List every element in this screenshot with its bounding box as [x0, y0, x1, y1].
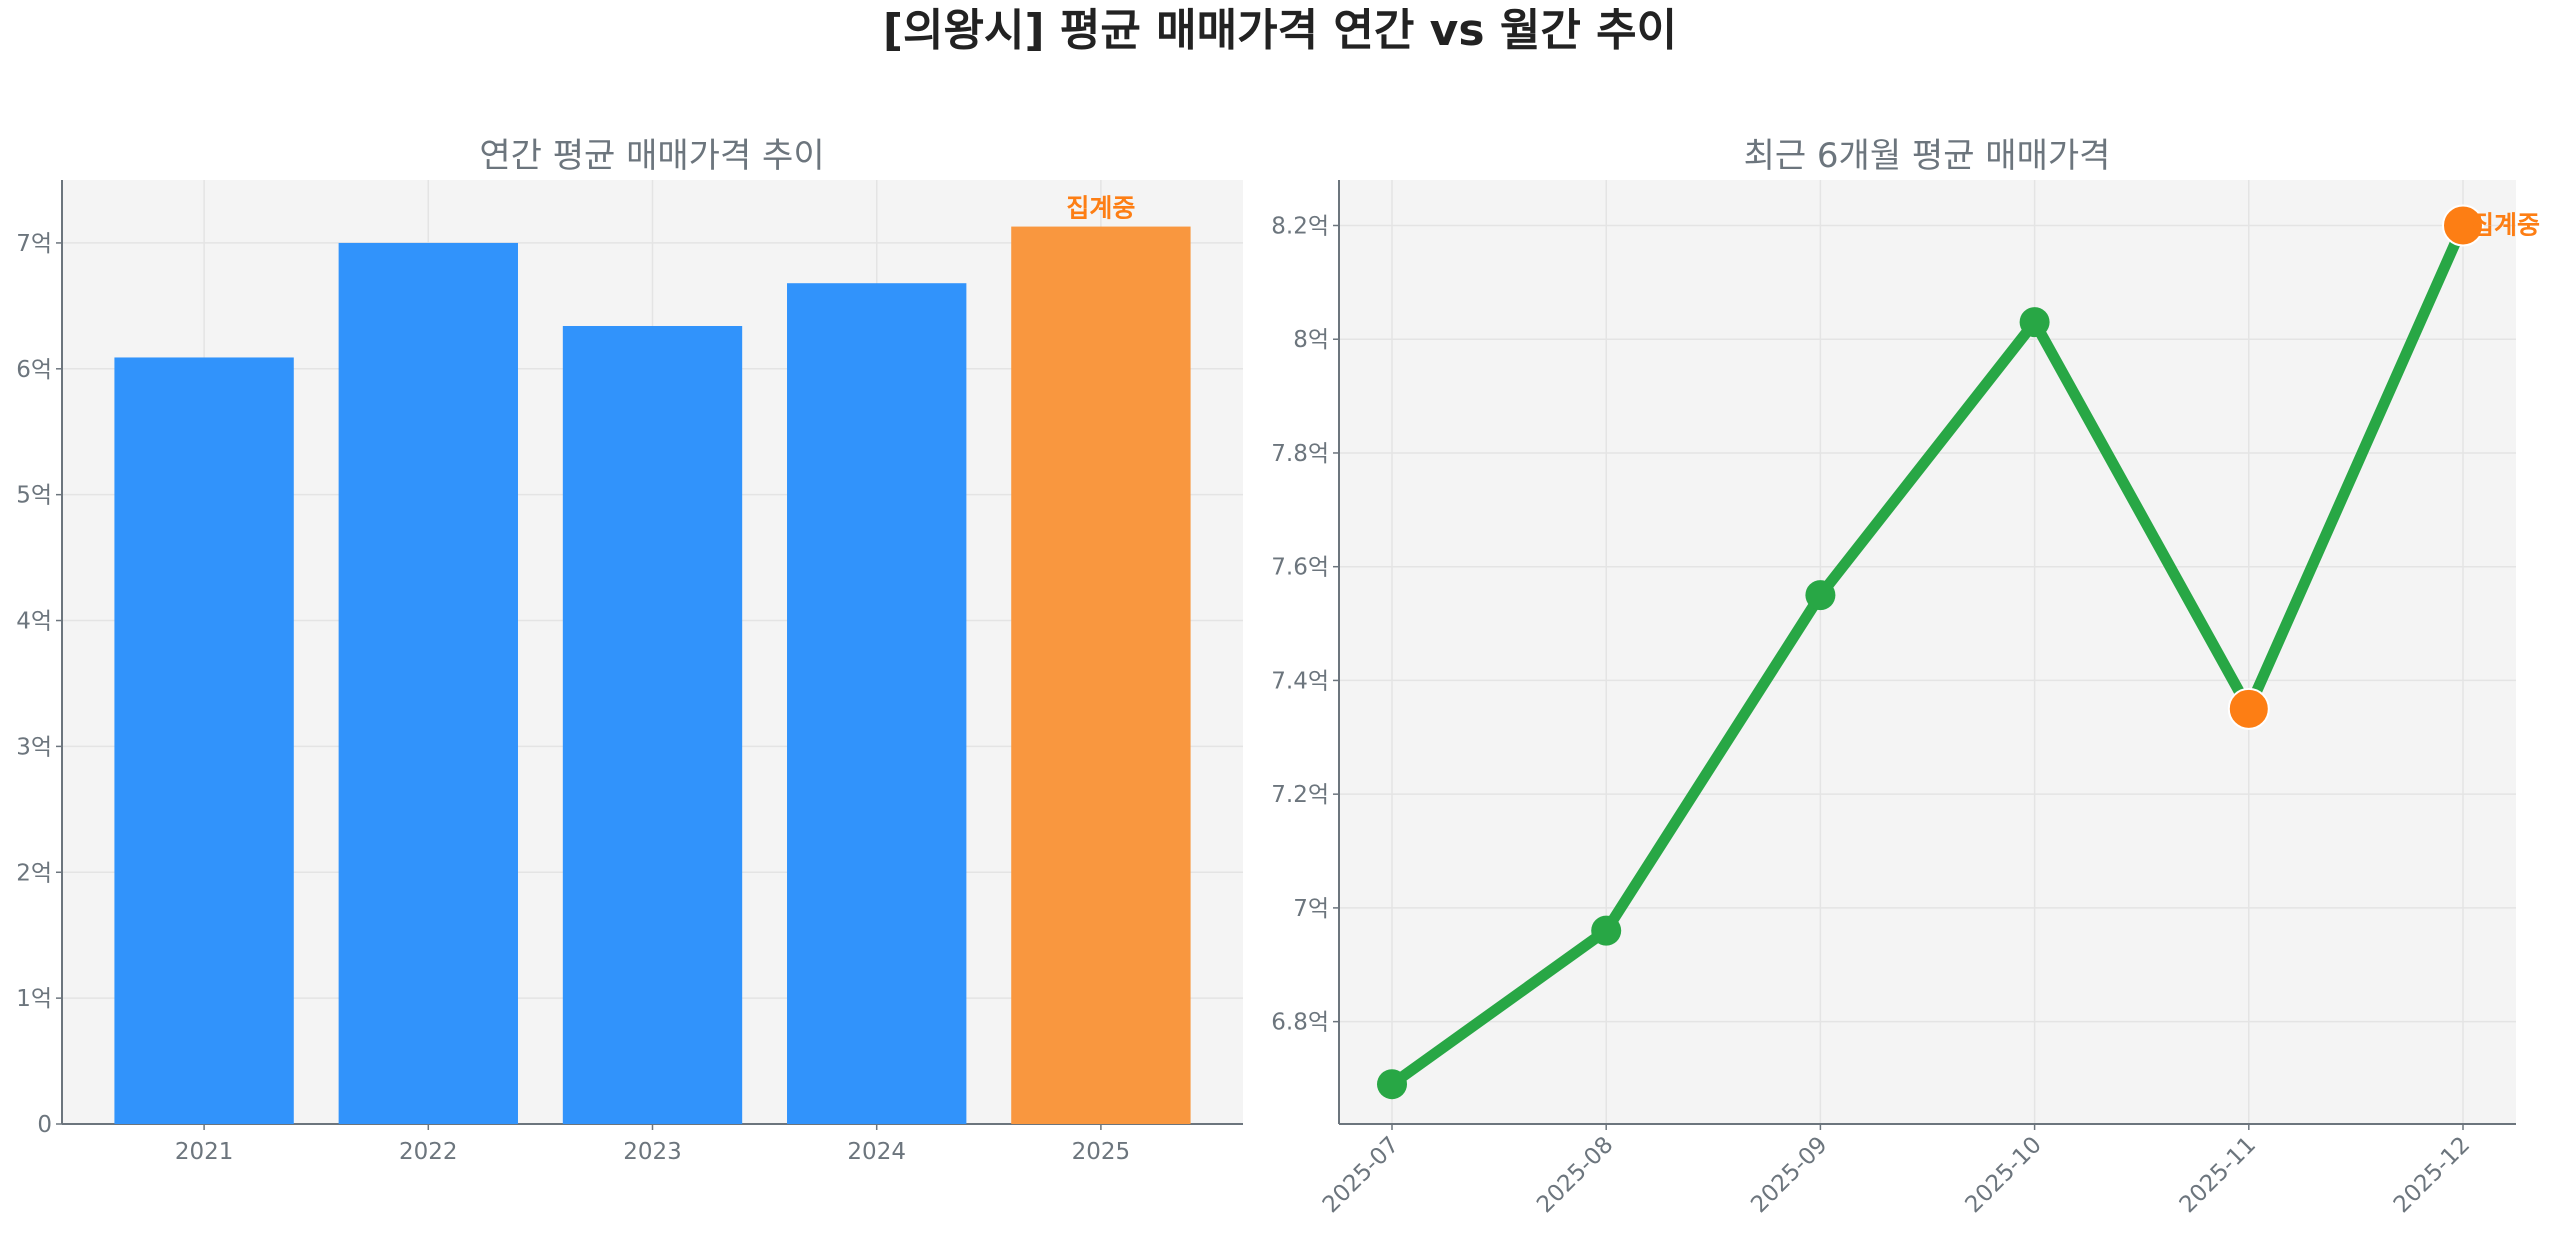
y-tick-label: 0: [37, 1112, 52, 1138]
y-tick-label: 8억: [1293, 327, 1329, 353]
y-tick-label: 7.6억: [1271, 555, 1329, 581]
x-tick-label: 2025: [1072, 1139, 1131, 1165]
bar-2025: [1011, 226, 1191, 1124]
bar-chart-title: 연간 평균 매매가격 추이: [479, 136, 824, 176]
series-line: [1388, 223, 2469, 1089]
x-tick-label: 2022: [399, 1139, 458, 1165]
y-tick-label: 6억: [16, 357, 52, 383]
y-tick-label: 7억: [16, 231, 52, 257]
y-tick-label: 7.8억: [1271, 441, 1329, 467]
line-chart-plot-area: [1339, 180, 2516, 1124]
y-tick-label: 1억: [16, 986, 52, 1012]
annotation-label: 집계중: [2471, 210, 2540, 239]
point-2025-08: [1591, 915, 1622, 946]
point-2025-10: [2019, 307, 2050, 338]
y-tick-label: 7.2억: [1271, 782, 1329, 808]
x-tick-label: 2025-07: [1318, 1132, 1404, 1218]
bar-2022: [338, 242, 518, 1124]
bar-chart: 0 1억 2억 3억 4억 5억 6억 7억 2021 2022 2023 2024 2025 집계중: [16, 180, 1243, 1165]
y-tick-label: 3억: [16, 734, 52, 760]
x-tick-label: 2025-10: [1960, 1132, 2046, 1218]
point-2025-11: [2227, 687, 2270, 730]
y-tick-label: 5억: [16, 483, 52, 509]
point-2025-12: [2442, 204, 2484, 247]
point-2025-07: [1377, 1069, 1407, 1100]
x-tick-label: 2025-12: [2389, 1132, 2475, 1218]
line-chart-title: 최근 6개월 평균 매매가격: [1744, 136, 2111, 176]
y-tick-label: 7.4억: [1271, 668, 1329, 694]
x-tick-label: 2021: [175, 1139, 234, 1165]
x-tick-label: 2025-09: [1746, 1132, 1832, 1218]
point-2025-09: [1805, 580, 1836, 611]
bar-2021: [114, 357, 294, 1124]
x-tick-label: 2025-08: [1532, 1132, 1618, 1218]
y-tick-label: 7억: [1293, 896, 1329, 922]
bar-2024: [787, 283, 967, 1124]
x-tick-label: 2023: [623, 1139, 682, 1165]
bar-2023: [562, 326, 743, 1124]
y-tick-label: 2억: [16, 860, 52, 886]
x-tick-label: 2025-11: [2175, 1132, 2261, 1218]
annotation-label: 집계중: [1066, 194, 1135, 223]
y-tick-label: 6.8억: [1271, 1010, 1329, 1036]
figure-title: [의왕시] 평균 매매가격 연간 vs 월간 추이: [883, 5, 1677, 56]
x-tick-label: 2024: [847, 1139, 906, 1165]
y-tick-label: 8.2억: [1271, 213, 1329, 239]
line-chart: 6.8억 7억 7.2억 7.4억 7.6억 7.8억 8억 8.2억 2025-07 2025-…: [1271, 180, 2540, 1218]
y-tick-label: 4억: [16, 609, 52, 635]
